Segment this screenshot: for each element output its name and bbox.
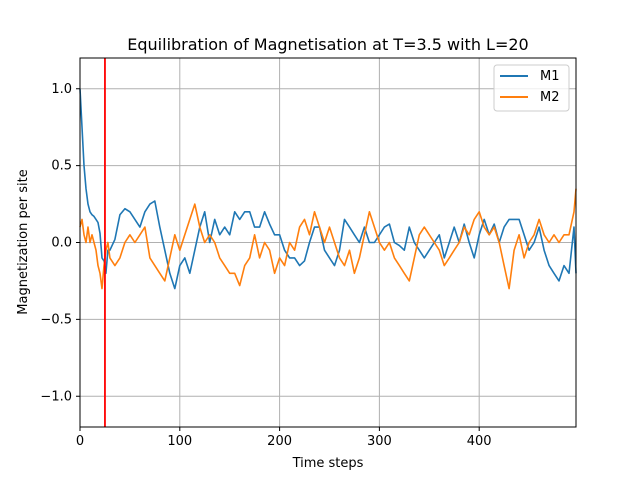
- y-tick-label: −0.5: [40, 312, 72, 327]
- y-tick-label: 0.5: [51, 159, 72, 174]
- legend: M1 M2: [493, 64, 570, 112]
- x-axis-label: Time steps: [292, 456, 364, 471]
- y-tick-label: −1.0: [40, 389, 72, 404]
- series-line-m2: [79, 188, 577, 290]
- y-tick-label: 0.0: [51, 236, 72, 251]
- y-axis: −1.0 −0.5 0.0 0.5 1.0: [40, 82, 80, 404]
- y-axis-label: Magnetization per site: [16, 169, 31, 314]
- legend-label-m1: M1: [540, 69, 560, 84]
- plot-area: [79, 58, 577, 427]
- x-tick-label: 300: [367, 434, 392, 449]
- x-axis: 0 100 200 300 400: [76, 427, 492, 449]
- x-tick-label: 100: [167, 434, 192, 449]
- chart-title: Equilibration of Magnetisation at T=3.5 …: [127, 35, 528, 54]
- y-tick-label: 1.0: [51, 82, 72, 97]
- legend-label-m2: M2: [540, 90, 560, 105]
- x-tick-label: 400: [467, 434, 492, 449]
- x-tick-label: 0: [76, 434, 84, 449]
- x-tick-label: 200: [267, 434, 292, 449]
